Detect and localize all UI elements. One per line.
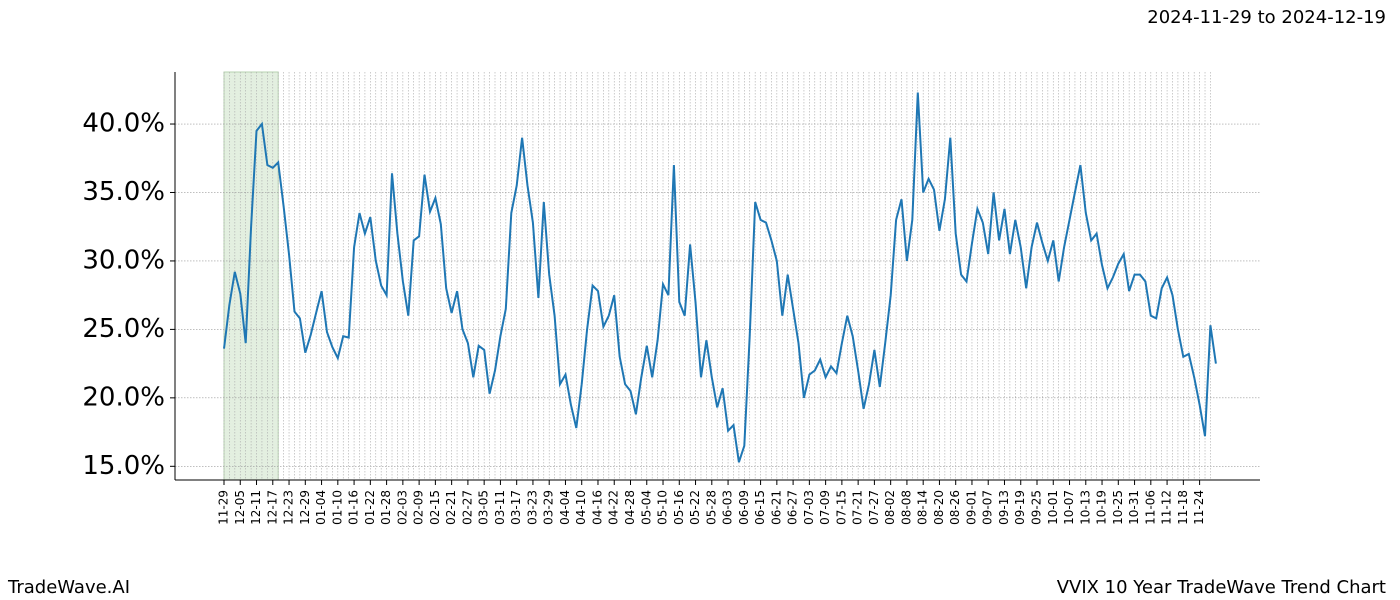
- x-tick-label: 03-29: [542, 490, 556, 525]
- x-tick-label: 10-01: [1046, 490, 1060, 525]
- x-tick-label: 04-28: [623, 490, 637, 525]
- x-tick-label: 03-11: [493, 490, 507, 525]
- x-tick-label: 06-03: [721, 490, 735, 525]
- x-tick-label: 11-12: [1160, 490, 1174, 525]
- x-tick-label: 05-10: [656, 490, 670, 525]
- x-tick-label: 09-25: [1030, 490, 1044, 525]
- x-tick-label: 01-10: [330, 490, 344, 525]
- x-tick-label: 10-13: [1078, 490, 1092, 525]
- x-tick-label: 03-23: [525, 490, 539, 525]
- x-tick-label: 08-02: [883, 490, 897, 525]
- x-tick-label: 08-08: [899, 490, 913, 525]
- x-tick-label: 10-25: [1111, 490, 1125, 525]
- x-tick-label: 07-03: [802, 490, 816, 525]
- chart-caption: VVIX 10 Year TradeWave Trend Chart: [1057, 577, 1386, 598]
- x-tick-label: 03-05: [477, 490, 491, 525]
- trend-line: [223, 92, 1217, 463]
- x-tick-label: 07-21: [851, 490, 865, 525]
- x-tick-label: 02-03: [395, 490, 409, 525]
- y-tick-label: 40.0%: [82, 109, 165, 139]
- x-tick-label: 12-29: [298, 490, 312, 525]
- x-tick-label: 06-15: [753, 490, 767, 525]
- y-tick-label: 30.0%: [82, 245, 165, 275]
- x-tick-label: 11-29: [217, 490, 231, 525]
- x-tick-label: 01-28: [379, 490, 393, 525]
- x-tick-label: 05-28: [704, 490, 718, 525]
- x-tick-label: 09-01: [964, 490, 978, 525]
- y-tick-label: 25.0%: [82, 314, 165, 344]
- x-tick-label: 12-05: [233, 490, 247, 525]
- x-tick-label: 04-10: [574, 490, 588, 525]
- x-tick-label: 06-09: [737, 490, 751, 525]
- x-tick-label: 09-19: [1013, 490, 1027, 525]
- x-tick-label: 04-16: [590, 490, 604, 525]
- y-tick-label: 20.0%: [82, 382, 165, 412]
- x-tick-label: 01-04: [314, 490, 328, 525]
- brand: TradeWave.AI: [7, 577, 130, 598]
- x-tick-label: 11-06: [1143, 490, 1157, 525]
- x-tick-label: 07-27: [867, 490, 881, 525]
- y-tick-label: 35.0%: [82, 177, 165, 207]
- x-tick-label: 05-04: [639, 490, 653, 525]
- x-tick-label: 06-21: [769, 490, 783, 525]
- x-tick-label: 11-24: [1192, 490, 1206, 525]
- x-tick-label: 08-20: [932, 490, 946, 525]
- x-tick-label: 03-17: [509, 490, 523, 525]
- chart-title: 2024-11-29 to 2024-12-19: [1147, 7, 1386, 28]
- x-tick-label: 11-18: [1176, 490, 1190, 525]
- x-tick-label: 04-04: [558, 490, 572, 525]
- x-tick-label: 09-07: [981, 490, 995, 525]
- x-tick-label: 12-23: [282, 490, 296, 525]
- x-tick-label: 02-27: [460, 490, 474, 525]
- y-tick-label: 15.0%: [82, 451, 165, 481]
- x-tick-label: 02-09: [412, 490, 426, 525]
- x-tick-label: 01-16: [347, 490, 361, 525]
- x-tick-label: 05-16: [672, 490, 686, 525]
- x-tick-label: 04-22: [607, 490, 621, 525]
- x-tick-label: 01-22: [363, 490, 377, 525]
- x-tick-label: 02-21: [444, 490, 458, 525]
- x-tick-label: 02-15: [428, 490, 442, 525]
- x-tick-label: 07-09: [818, 490, 832, 525]
- x-tick-label: 07-15: [834, 490, 848, 525]
- x-tick-label: 05-22: [688, 490, 702, 525]
- x-tick-label: 06-27: [786, 490, 800, 525]
- x-tick-label: 10-31: [1127, 490, 1141, 525]
- x-tick-label: 08-26: [948, 490, 962, 525]
- x-tick-label: 08-14: [916, 490, 930, 525]
- x-tick-label: 12-11: [249, 490, 263, 525]
- x-tick-label: 10-19: [1095, 490, 1109, 525]
- x-tick-label: 12-17: [265, 490, 279, 525]
- x-tick-label: 09-13: [997, 490, 1011, 525]
- x-tick-label: 10-07: [1062, 490, 1076, 525]
